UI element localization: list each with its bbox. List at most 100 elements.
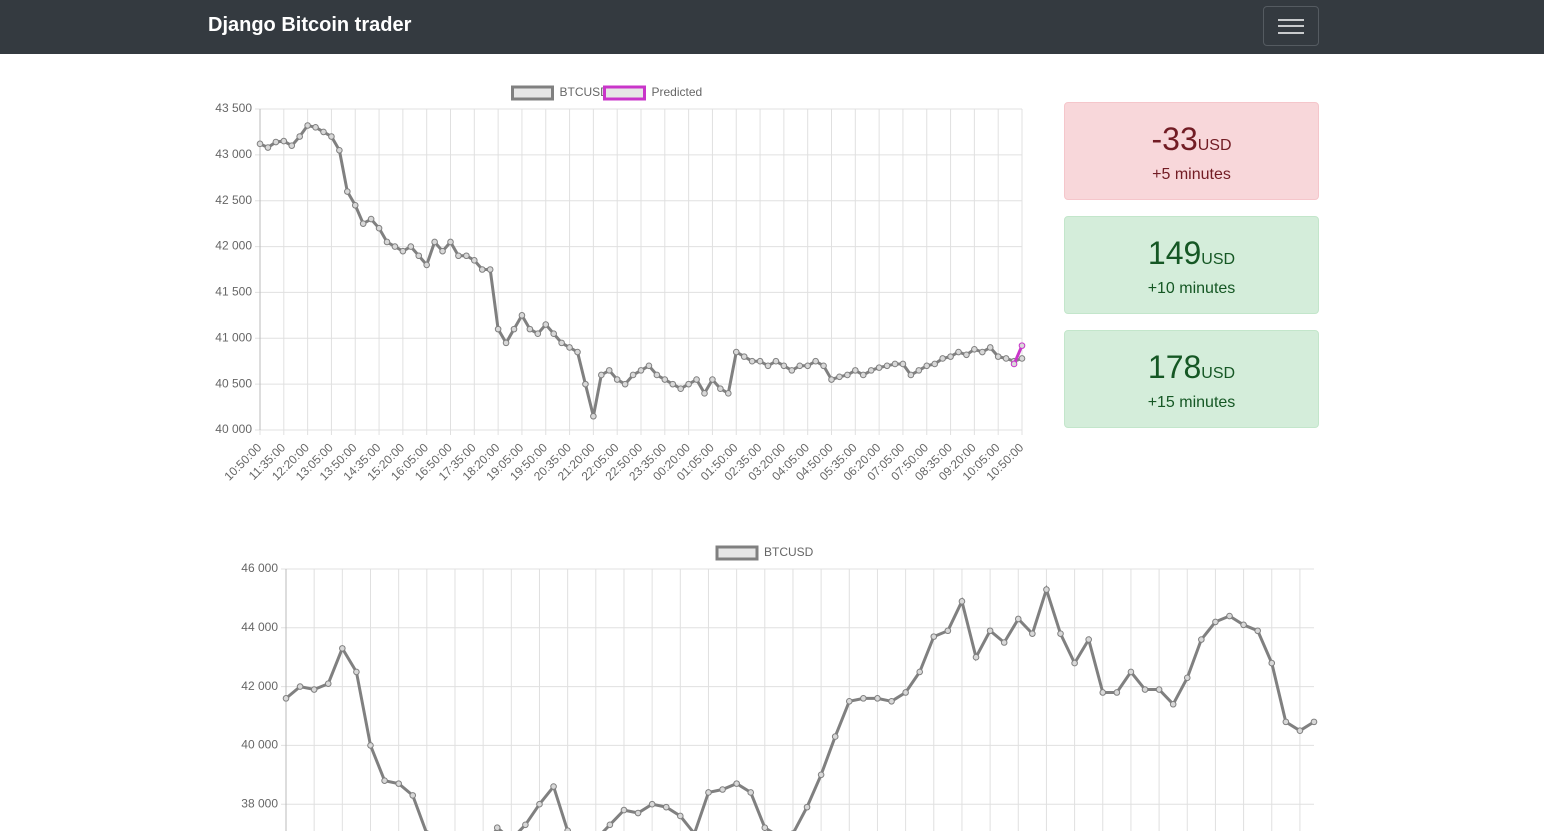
data-point <box>828 376 835 383</box>
data-point <box>336 146 343 154</box>
y-tick-label: 46 000 <box>241 561 278 575</box>
series-line <box>285 584 1315 831</box>
data-point <box>761 824 769 831</box>
data-point <box>1099 689 1107 696</box>
value: -33 <box>1151 121 1198 157</box>
data-point <box>471 257 478 264</box>
data-point <box>747 789 755 796</box>
data-point <box>645 362 653 370</box>
data-point <box>296 683 304 690</box>
data-point <box>844 371 851 379</box>
data-point <box>971 345 978 353</box>
data-point <box>1002 355 1010 362</box>
data-point <box>1226 612 1233 620</box>
data-point <box>550 783 557 790</box>
data-point <box>423 261 430 269</box>
data-point <box>296 133 303 140</box>
horizon: +10 minutes <box>1147 280 1236 297</box>
y-tick-label: 43 000 <box>215 147 252 161</box>
y-tick-label: 42 500 <box>215 193 252 207</box>
data-point <box>845 698 853 705</box>
y-tick-label: 44 000 <box>241 620 278 634</box>
data-point <box>803 803 811 811</box>
data-point <box>891 360 899 368</box>
data-point <box>888 698 895 705</box>
data-point <box>375 224 383 232</box>
data-point <box>717 385 724 393</box>
data-point <box>677 385 684 393</box>
data-point <box>391 243 399 250</box>
data-point <box>534 330 542 338</box>
data-point <box>493 824 501 831</box>
data-point <box>399 247 407 255</box>
data-point <box>804 362 811 370</box>
data-point <box>536 800 543 808</box>
data-point <box>282 695 290 702</box>
data-point <box>986 627 994 635</box>
data-point <box>756 357 764 365</box>
data-point <box>264 144 272 151</box>
data-point <box>550 330 557 338</box>
prediction-card: 149USD +10 minutes <box>1064 216 1319 314</box>
data-point <box>907 371 915 379</box>
data-point <box>395 780 402 787</box>
data-point <box>939 355 946 362</box>
y-tick-label: 42 000 <box>241 679 278 693</box>
data-point <box>972 653 980 661</box>
data-point <box>1141 686 1149 693</box>
data-point <box>859 371 867 379</box>
legend-label: BTCUSD <box>764 545 814 559</box>
data-point <box>381 777 388 784</box>
data-point <box>661 376 669 383</box>
data-point <box>1127 668 1135 676</box>
data-point <box>1014 615 1022 623</box>
data-point <box>923 362 931 370</box>
data-point <box>788 367 796 374</box>
data-point <box>685 380 692 388</box>
data-point <box>780 362 788 370</box>
y-tick-label: 43 500 <box>215 101 252 115</box>
data-point <box>902 689 909 696</box>
data-point <box>764 362 772 370</box>
data-point <box>915 367 923 374</box>
data-point <box>324 680 332 687</box>
data-point <box>677 812 684 820</box>
data-point <box>1085 636 1092 643</box>
data-point <box>566 344 573 351</box>
data-point <box>1198 636 1205 643</box>
data-point <box>310 686 318 693</box>
data-point <box>304 122 311 129</box>
data-point <box>831 733 839 740</box>
data-point <box>339 645 346 652</box>
data-point <box>383 238 391 246</box>
data-point <box>867 367 875 374</box>
y-tick-label: 40 500 <box>215 376 252 390</box>
data-point <box>1000 639 1008 646</box>
data-point <box>796 362 804 370</box>
data-point <box>431 238 438 246</box>
y-tick-label: 40 000 <box>215 422 252 436</box>
data-point <box>542 321 550 328</box>
data-point <box>598 371 605 379</box>
brand[interactable]: Django Bitcoin trader <box>208 14 412 36</box>
prediction-value: 178USD <box>1065 349 1318 386</box>
y-tick-label: 42 000 <box>215 239 252 253</box>
data-point <box>486 266 494 273</box>
data-point <box>944 627 952 635</box>
data-point <box>958 598 966 605</box>
data-point <box>1212 618 1219 626</box>
data-point <box>947 353 954 360</box>
data-point <box>256 140 264 148</box>
menu-toggle[interactable] <box>1263 6 1319 46</box>
data-point <box>653 371 661 379</box>
y-tick-label: 41 500 <box>215 285 252 299</box>
y-tick-label: 38 000 <box>241 796 278 810</box>
data-point <box>582 380 589 388</box>
unit: USD <box>1201 251 1236 268</box>
data-point <box>620 806 628 814</box>
data-point <box>930 633 938 640</box>
data-point <box>478 266 486 273</box>
data-point <box>328 133 335 140</box>
